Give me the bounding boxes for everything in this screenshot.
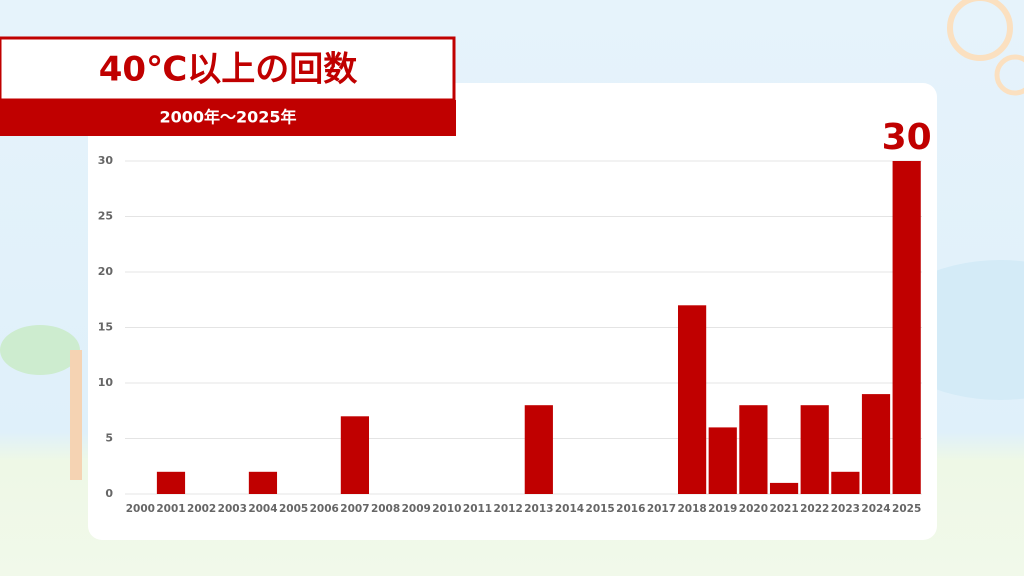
x-tick-label: 2007 (340, 503, 369, 515)
palm-leaf (0, 325, 80, 375)
x-tick-label: 2021 (769, 503, 798, 515)
x-tick-label: 2009 (402, 503, 431, 515)
bar (677, 305, 707, 494)
y-tick-label: 25 (98, 210, 113, 223)
data-label: 30 (882, 117, 932, 158)
y-tick-label: 5 (105, 432, 113, 445)
x-tick-label: 2000 (126, 503, 155, 515)
bar (800, 405, 829, 494)
x-tick-label: 2005 (279, 503, 308, 515)
bar (340, 416, 370, 494)
x-tick-label: 2015 (586, 503, 615, 515)
bar (524, 405, 553, 494)
chart-card (88, 83, 937, 540)
x-tick-label: 2001 (156, 503, 185, 515)
x-tick-label: 2012 (494, 503, 523, 515)
x-tick-label: 2003 (218, 503, 247, 515)
x-tick-label: 2013 (524, 503, 553, 515)
x-tick-label: 2019 (708, 503, 737, 515)
x-tick-label: 2018 (677, 503, 706, 515)
chart-subtitle: 2000年〜2025年 (159, 108, 296, 127)
x-tick-label: 2017 (647, 503, 676, 515)
x-tick-label: 2008 (371, 503, 400, 515)
subtitle-band (0, 100, 456, 136)
bar (739, 405, 768, 494)
sun-flower (994, 54, 1024, 96)
bar (156, 471, 186, 494)
x-tick-label: 2002 (187, 503, 216, 515)
x-tick-label: 2020 (739, 503, 768, 515)
x-tick-label: 2010 (432, 503, 461, 515)
x-tick-label: 2016 (616, 503, 645, 515)
palm-trunk (70, 350, 82, 480)
bar (831, 471, 860, 494)
y-tick-label: 30 (98, 154, 114, 167)
bar (892, 161, 921, 494)
y-tick-label: 15 (98, 321, 113, 334)
x-tick-label: 2022 (800, 503, 829, 515)
x-tick-label: 2014 (555, 503, 584, 515)
y-tick-label: 20 (98, 265, 114, 278)
sun-flower (947, 0, 1013, 61)
x-tick-label: 2025 (892, 503, 921, 515)
x-tick-label: 2006 (310, 503, 339, 515)
bar (861, 394, 891, 494)
title-box (0, 36, 456, 102)
bar (708, 427, 737, 494)
chart-title: 40℃以上の回数 (99, 50, 358, 90)
x-tick-label: 2004 (248, 503, 277, 515)
y-tick-label: 0 (105, 487, 113, 500)
x-tick-label: 2024 (861, 503, 890, 515)
bar (248, 471, 278, 494)
x-tick-label: 2023 (831, 503, 860, 515)
bar (769, 482, 799, 494)
y-tick-label: 10 (98, 376, 114, 389)
x-tick-label: 2011 (463, 503, 492, 515)
